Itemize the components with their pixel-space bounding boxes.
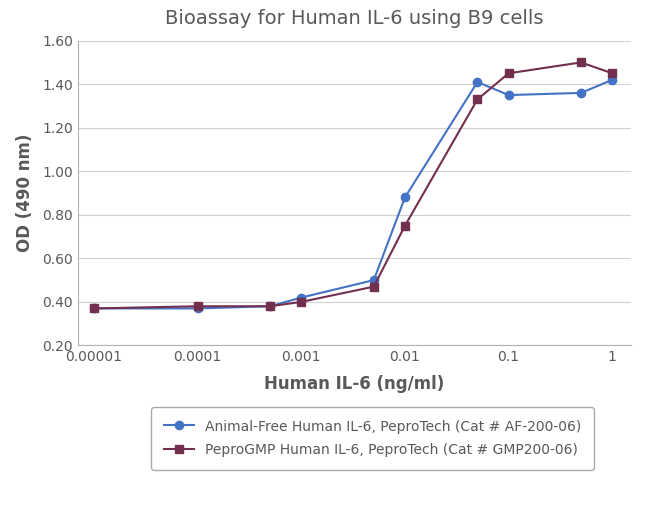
Animal-Free Human IL-6, PeproTech (Cat # AF-200-06) (577, 90, 585, 96)
Animal-Free Human IL-6, PeproTech (Cat # AF-200-06) (401, 195, 409, 201)
X-axis label: Human IL-6 (ng/ml): Human IL-6 (ng/ml) (264, 375, 445, 393)
PeproGMP Human IL-6, PeproTech (Cat # GMP200-06) (401, 223, 409, 229)
Line: Animal-Free Human IL-6, PeproTech (Cat # AF-200-06): Animal-Free Human IL-6, PeproTech (Cat #… (90, 76, 616, 312)
PeproGMP Human IL-6, PeproTech (Cat # GMP200-06) (298, 299, 305, 305)
Animal-Free Human IL-6, PeproTech (Cat # AF-200-06) (504, 92, 512, 98)
PeproGMP Human IL-6, PeproTech (Cat # GMP200-06) (504, 70, 512, 76)
PeproGMP Human IL-6, PeproTech (Cat # GMP200-06) (90, 305, 98, 311)
Animal-Free Human IL-6, PeproTech (Cat # AF-200-06) (473, 79, 481, 85)
Legend: Animal-Free Human IL-6, PeproTech (Cat # AF-200-06), PeproGMP Human IL-6, PeproT: Animal-Free Human IL-6, PeproTech (Cat #… (151, 407, 594, 470)
Title: Bioassay for Human IL-6 using B9 cells: Bioassay for Human IL-6 using B9 cells (165, 9, 543, 28)
Animal-Free Human IL-6, PeproTech (Cat # AF-200-06) (90, 305, 98, 311)
Animal-Free Human IL-6, PeproTech (Cat # AF-200-06) (370, 277, 378, 283)
PeproGMP Human IL-6, PeproTech (Cat # GMP200-06) (194, 303, 202, 309)
PeproGMP Human IL-6, PeproTech (Cat # GMP200-06) (370, 283, 378, 290)
PeproGMP Human IL-6, PeproTech (Cat # GMP200-06) (266, 303, 274, 309)
PeproGMP Human IL-6, PeproTech (Cat # GMP200-06) (608, 70, 616, 76)
PeproGMP Human IL-6, PeproTech (Cat # GMP200-06) (577, 59, 585, 66)
Animal-Free Human IL-6, PeproTech (Cat # AF-200-06) (298, 295, 305, 301)
PeproGMP Human IL-6, PeproTech (Cat # GMP200-06) (473, 97, 481, 103)
Animal-Free Human IL-6, PeproTech (Cat # AF-200-06) (194, 305, 202, 311)
Animal-Free Human IL-6, PeproTech (Cat # AF-200-06) (266, 303, 274, 309)
Y-axis label: OD (490 nm): OD (490 nm) (16, 134, 34, 252)
Animal-Free Human IL-6, PeproTech (Cat # AF-200-06) (608, 77, 616, 83)
Line: PeproGMP Human IL-6, PeproTech (Cat # GMP200-06): PeproGMP Human IL-6, PeproTech (Cat # GM… (90, 58, 616, 312)
